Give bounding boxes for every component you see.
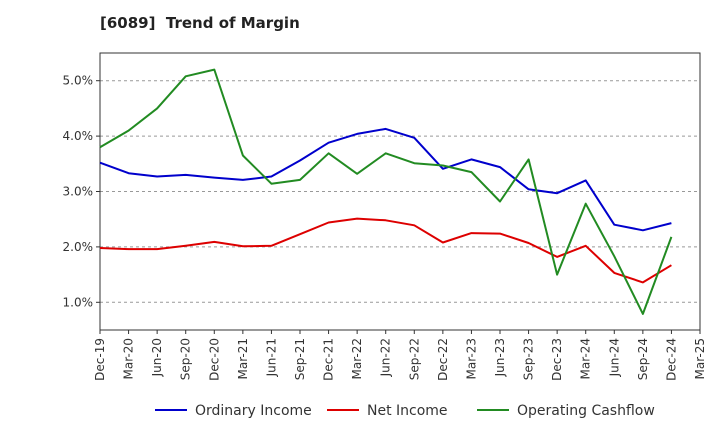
x-tick-label: Dec-19 <box>93 338 107 381</box>
x-tick-label: Mar-22 <box>350 338 364 379</box>
grid-lines <box>100 80 700 303</box>
y-tick-label: 2.0% <box>63 240 94 254</box>
x-tick-label: Sep-24 <box>636 338 650 380</box>
x-tick-label: Jun-21 <box>264 338 278 377</box>
x-tick-label: Jun-22 <box>379 338 393 377</box>
series-lines <box>99 68 673 315</box>
x-tick-label: Mar-25 <box>693 338 707 379</box>
x-tick-label: Mar-23 <box>464 338 478 379</box>
x-tick-label: Sep-22 <box>407 338 421 380</box>
series-line-operating-cashflow <box>99 68 673 315</box>
series-line-net-income <box>99 217 672 284</box>
y-tick-label: 5.0% <box>63 74 94 88</box>
axes: 1.0% 2.0% 3.0% 4.0% 5.0% Dec-19 Mar-20 Jun-20 Se… <box>63 74 708 381</box>
y-tick-label: 3.0% <box>63 185 94 199</box>
x-tick-label: Jun-23 <box>493 338 507 377</box>
x-tick-label: Dec-24 <box>664 338 678 381</box>
x-tick-label: Jun-20 <box>150 338 164 377</box>
legend-label: Ordinary Income <box>195 403 312 419</box>
chart-title: [6089] Trend of Margin <box>100 14 300 32</box>
x-tick-label: Sep-21 <box>293 338 307 380</box>
x-tick-label: Dec-20 <box>207 338 221 381</box>
series-line-ordinary-income <box>99 127 672 232</box>
legend-label: Net Income <box>367 403 448 419</box>
y-tick-label: 1.0% <box>63 295 94 309</box>
x-tick-label: Dec-23 <box>550 338 564 381</box>
y-tick-label: 4.0% <box>63 129 94 143</box>
legend: Ordinary Income Net Income Operating Cashf… <box>155 403 655 419</box>
x-tick-label: Mar-24 <box>579 338 593 379</box>
x-tick-label: Jun-24 <box>607 338 621 377</box>
x-tick-label: Mar-20 <box>122 338 136 379</box>
x-tick-label: Dec-22 <box>436 338 450 381</box>
x-tick-label: Mar-21 <box>236 338 250 379</box>
x-tick-label: Sep-23 <box>522 338 536 380</box>
x-tick-label: Sep-20 <box>179 338 193 380</box>
x-tick-label: Dec-21 <box>322 338 336 381</box>
legend-label: Operating Cashflow <box>517 403 655 419</box>
